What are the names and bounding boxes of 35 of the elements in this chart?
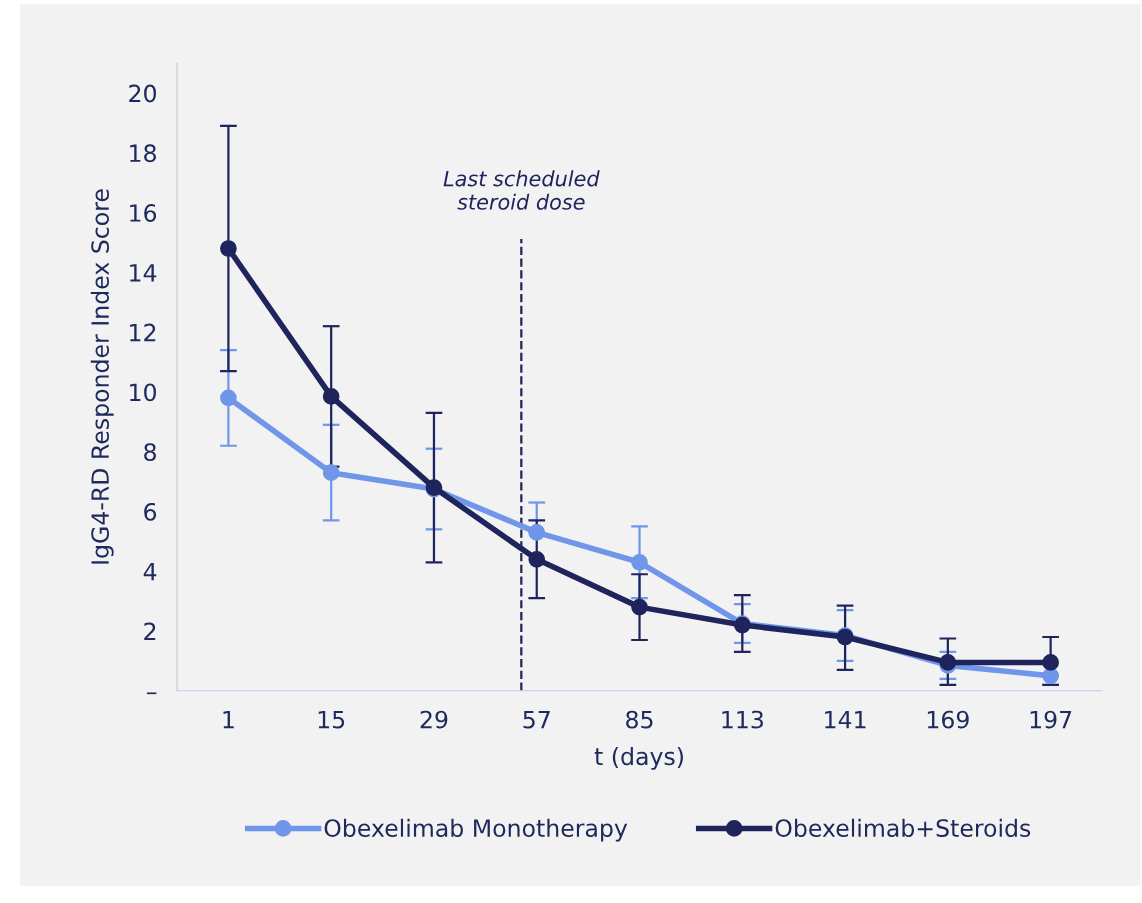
y-tick-label: 14 bbox=[130, 264, 157, 282]
x-tick-label: 169 bbox=[927, 710, 969, 729]
legend-label: Obexelimab Monotherapy bbox=[324, 818, 628, 842]
y-tick-label: 8 bbox=[144, 443, 156, 462]
x-tick-label: 85 bbox=[626, 710, 653, 729]
y-tick-label: 2 bbox=[144, 622, 156, 640]
point bbox=[220, 240, 237, 257]
point bbox=[1042, 667, 1059, 685]
y-tick-label: 18 bbox=[130, 144, 156, 163]
point bbox=[528, 550, 546, 568]
x-tick-label: 29 bbox=[420, 710, 448, 729]
x-axis-title: t (days) bbox=[594, 746, 683, 770]
point bbox=[528, 524, 546, 541]
y-tick-label: 10 bbox=[130, 383, 156, 402]
point bbox=[322, 388, 340, 405]
x-tick-label: 141 bbox=[825, 710, 866, 729]
point bbox=[1042, 654, 1059, 671]
point bbox=[220, 389, 237, 407]
point bbox=[631, 598, 648, 616]
y-axis-title: IgG4-RD Responder Index Score bbox=[90, 189, 114, 564]
point bbox=[631, 553, 648, 571]
y-tick-label: 12 bbox=[130, 323, 156, 342]
x-tick-label: 1 bbox=[223, 710, 234, 729]
y-tick-label: – bbox=[146, 692, 157, 695]
x-tick-label: 57 bbox=[523, 710, 550, 729]
legend-label: Obexelimab+Steroids bbox=[775, 818, 1031, 838]
y-tick-label: 4 bbox=[143, 563, 157, 581]
point bbox=[322, 464, 340, 481]
y-tick-label: 6 bbox=[144, 502, 157, 521]
ref-line-label: Last scheduled steroid dose bbox=[443, 170, 600, 210]
x-tick-label: 15 bbox=[318, 710, 345, 729]
x-tick-label: 113 bbox=[722, 710, 763, 729]
y-tick-label: 16 bbox=[130, 204, 157, 222]
x-tick-label: 197 bbox=[1030, 710, 1072, 729]
y-tick-label: 20 bbox=[129, 84, 156, 103]
